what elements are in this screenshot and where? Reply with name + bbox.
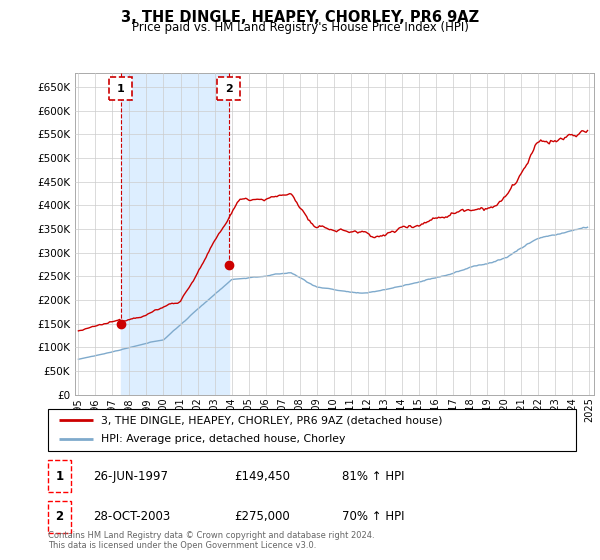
Text: Price paid vs. HM Land Registry's House Price Index (HPI): Price paid vs. HM Land Registry's House …	[131, 21, 469, 34]
Text: £275,000: £275,000	[234, 511, 290, 524]
FancyBboxPatch shape	[217, 77, 240, 100]
Bar	[121, 73, 229, 395]
Text: 3, THE DINGLE, HEAPEY, CHORLEY, PR6 9AZ (detached house): 3, THE DINGLE, HEAPEY, CHORLEY, PR6 9AZ …	[101, 415, 442, 425]
Text: 26-JUN-1997: 26-JUN-1997	[93, 470, 168, 483]
Text: 3, THE DINGLE, HEAPEY, CHORLEY, PR6 9AZ: 3, THE DINGLE, HEAPEY, CHORLEY, PR6 9AZ	[121, 10, 479, 25]
Text: Contains HM Land Registry data © Crown copyright and database right 2024.
This d: Contains HM Land Registry data © Crown c…	[48, 530, 374, 550]
FancyBboxPatch shape	[48, 409, 576, 451]
Text: 1: 1	[117, 83, 124, 94]
Text: 70% ↑ HPI: 70% ↑ HPI	[342, 511, 404, 524]
Text: 2: 2	[55, 511, 64, 524]
Text: 2: 2	[225, 83, 233, 94]
Text: £149,450: £149,450	[234, 470, 290, 483]
Text: HPI: Average price, detached house, Chorley: HPI: Average price, detached house, Chor…	[101, 435, 345, 445]
Text: 28-OCT-2003: 28-OCT-2003	[93, 511, 170, 524]
Text: 81% ↑ HPI: 81% ↑ HPI	[342, 470, 404, 483]
FancyBboxPatch shape	[109, 77, 132, 100]
Text: 1: 1	[55, 470, 64, 483]
